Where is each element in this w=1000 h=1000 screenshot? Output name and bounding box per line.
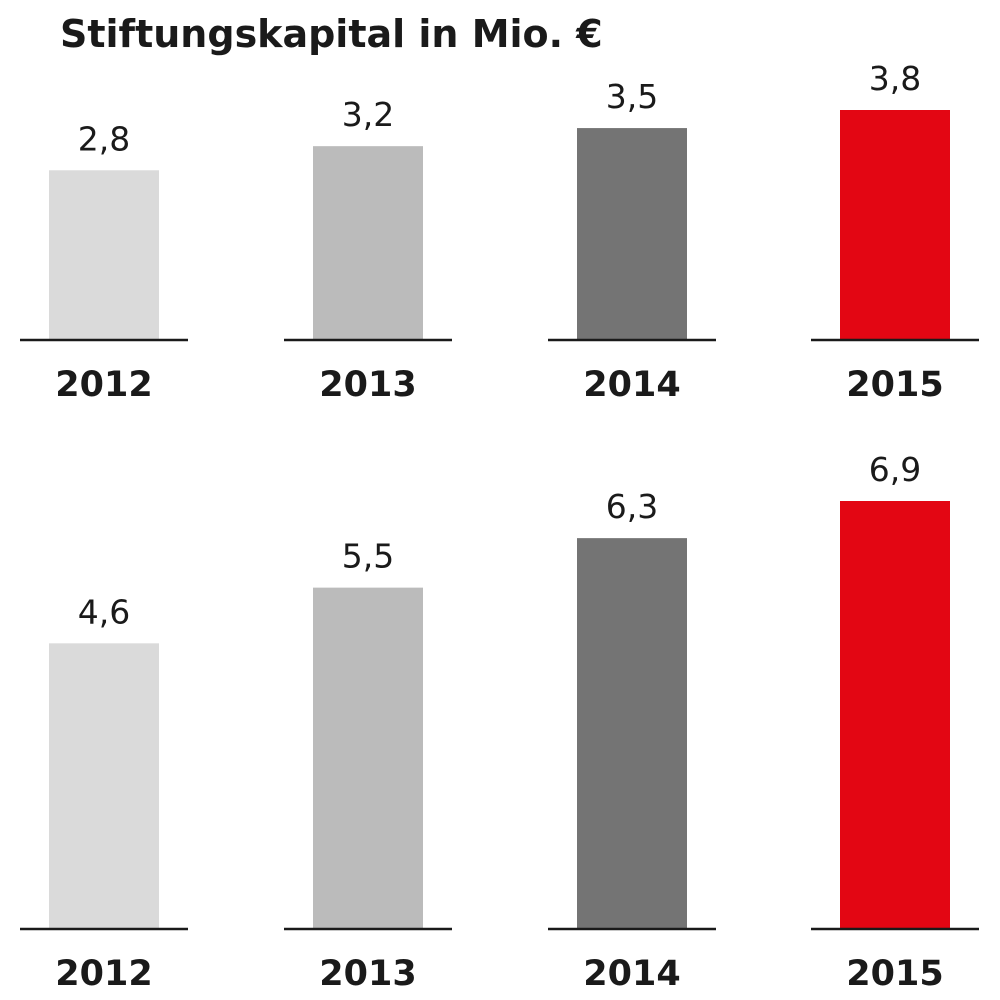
category-label-2012: 2012: [55, 365, 152, 405]
bar-2012: [49, 643, 159, 928]
bar-2013: [313, 146, 423, 339]
bar-chart-panel-1: 2,8 2012 3,2 2013 3,5 2014 3,8 2015: [20, 59, 979, 405]
value-label-2015: 6,9: [869, 450, 921, 489]
value-label-2015: 3,8: [869, 59, 921, 98]
bar-2012: [49, 170, 159, 339]
category-label-2014: 2014: [583, 954, 680, 994]
value-label-2012: 4,6: [78, 592, 130, 631]
bar-2013: [313, 587, 423, 928]
value-label-2013: 3,2: [342, 95, 394, 134]
bar-2014: [577, 538, 687, 928]
bar-2015: [840, 501, 950, 928]
category-label-2015: 2015: [846, 365, 943, 405]
value-label-2012: 2,8: [78, 119, 130, 158]
category-label-2013: 2013: [319, 365, 416, 405]
category-label-2014: 2014: [583, 365, 680, 405]
value-label-2014: 3,5: [606, 77, 658, 116]
category-label-2012: 2012: [55, 954, 152, 994]
category-label-2013: 2013: [319, 954, 416, 994]
bar-chart-panel-2: 4,6 2012 5,5 2013 6,3 2014 6,9 2015: [20, 450, 979, 994]
value-label-2013: 5,5: [342, 537, 394, 576]
bar-2015: [840, 110, 950, 339]
value-label-2014: 6,3: [606, 487, 658, 526]
category-label-2015: 2015: [846, 954, 943, 994]
bar-2014: [577, 128, 687, 339]
chart-title: Stiftungskapital in Mio. €: [60, 12, 603, 56]
